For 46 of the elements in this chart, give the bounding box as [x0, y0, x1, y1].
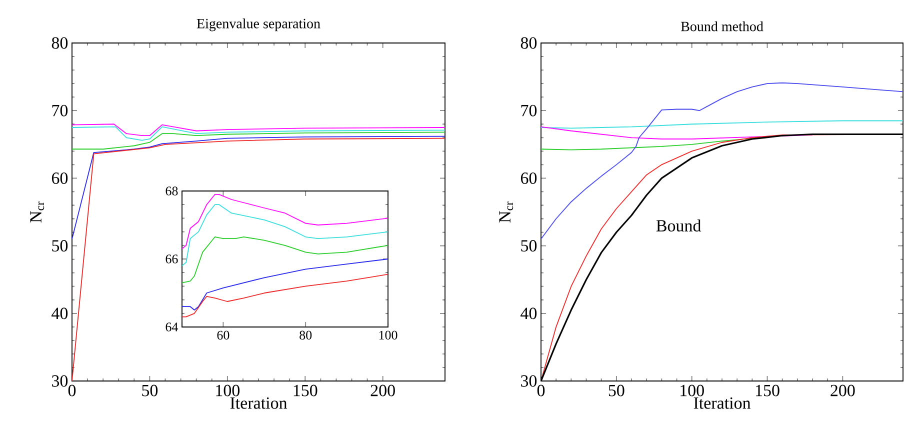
- x-tick-label: 200: [830, 384, 855, 396]
- x-tick-label: 0: [68, 384, 76, 396]
- x-tick-label: 60: [217, 330, 230, 340]
- x-tick-label: 0: [537, 384, 545, 396]
- x-axis-title: Iteration: [694, 397, 751, 409]
- y-tick-label: 70: [521, 104, 537, 116]
- line-series: [182, 194, 388, 250]
- y-axis-title: N$_{cr}$: [30, 202, 44, 223]
- y-tick-label: 40: [520, 308, 537, 320]
- x-tick-label: 100: [680, 384, 704, 396]
- line-series: [541, 120, 904, 129]
- chart-title: Bound method: [681, 21, 764, 32]
- line-series: [182, 204, 388, 266]
- y-tick-label: 80: [520, 37, 537, 49]
- x-tick-label: 150: [756, 384, 780, 396]
- line-series: [72, 124, 446, 136]
- y-tick-label: 80: [52, 37, 68, 49]
- y-tick-label: 30: [521, 375, 537, 387]
- x-tick-label: 50: [142, 384, 158, 396]
- line-series: [72, 132, 446, 150]
- x-axis-title: Iteration: [230, 397, 288, 409]
- line-series: [541, 82, 904, 240]
- x-tick-label: 200: [370, 384, 395, 396]
- y-tick-label: 50: [521, 240, 537, 252]
- y-tick-label: 66: [166, 254, 178, 264]
- line-series: [182, 236, 388, 284]
- line-series: [72, 138, 446, 381]
- line-series: [72, 126, 446, 141]
- x-tick-label: 150: [294, 384, 318, 396]
- x-tick-label: 100: [216, 384, 240, 396]
- y-tick-label: 70: [52, 104, 68, 116]
- annotation: Bound: [656, 220, 702, 232]
- x-tick-label: 100: [379, 330, 398, 340]
- x-tick-label: 80: [300, 330, 312, 340]
- y-tick-label: 68: [166, 186, 178, 196]
- line-series: [72, 136, 446, 240]
- y-tick-label: 30: [52, 375, 68, 387]
- line-series: [182, 274, 388, 318]
- x-tick-label: 50: [608, 384, 624, 396]
- y-tick-label: 60: [52, 172, 68, 184]
- y-tick-label: 50: [52, 240, 68, 252]
- y-tick-label: 40: [52, 308, 68, 320]
- y-tick-label: 64: [166, 322, 178, 332]
- y-tick-label: 60: [520, 172, 537, 184]
- chart-title: Eigenvalue separation: [196, 18, 320, 32]
- y-axis-title: N$_{cr}$: [499, 202, 514, 223]
